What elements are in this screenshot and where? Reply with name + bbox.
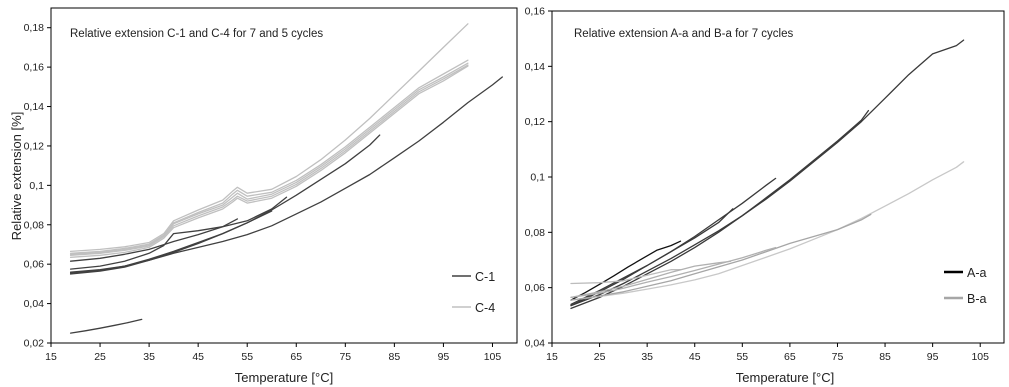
left-y-tick-label: 0,18 <box>24 22 45 34</box>
series-line-a-a <box>570 240 682 301</box>
left-x-tick-label: 85 <box>389 351 401 363</box>
right-chart-panel: Relative extension A-a and B-a for 7 cyc… <box>525 6 1005 385</box>
right-y-tick-label: 0,12 <box>525 116 546 128</box>
right-y-tick-label: 0,08 <box>525 227 546 239</box>
right-x-tick-label: 95 <box>927 351 939 363</box>
left-x-tick-label: 25 <box>94 351 106 363</box>
right-axis-ticks: 15 25 35 45 55 65 75 85 95 105 0,04 0,06 0,08 0,1 0,12… <box>525 6 990 364</box>
right-y-tick-label: 0,14 <box>525 61 546 73</box>
left-chart-panel: Relative extension C-1 and C-4 for 7 and… <box>9 7 518 385</box>
right-x-tick-label: 35 <box>641 351 653 363</box>
series-line-b-a <box>570 260 732 299</box>
left-y-tick-label: 0,14 <box>24 101 45 113</box>
series-line-a-a <box>570 109 870 310</box>
left-legend: C-1 C-4 <box>452 270 495 315</box>
left-x-tick-label: 35 <box>143 351 155 363</box>
left-y-tick-label: 0,06 <box>24 259 45 271</box>
left-y-tick-label: 0,02 <box>24 338 45 350</box>
left-x-axis-label: Temperature [°C] <box>235 370 333 385</box>
series-line-b-a <box>570 213 872 301</box>
legend-label-aa: A-a <box>967 266 987 280</box>
right-x-tick-label: 85 <box>879 351 891 363</box>
left-y-tick-label: 0,1 <box>29 180 44 192</box>
legend-label-ba: B-a <box>967 292 987 306</box>
right-x-tick-label: 105 <box>971 351 989 363</box>
series-line-c-4 <box>69 64 469 256</box>
right-y-tick-label: 0,1 <box>530 172 545 184</box>
series-line-c-1 <box>69 210 273 275</box>
right-x-tick-label: 45 <box>689 351 701 363</box>
right-x-tick-label: 75 <box>832 351 844 363</box>
legend-label-c1: C-1 <box>475 270 495 284</box>
series-line-b-a <box>570 269 682 285</box>
right-x-tick-label: 55 <box>736 351 748 363</box>
series-line-b-a <box>570 161 965 301</box>
left-y-tick-label: 0,04 <box>24 298 45 310</box>
series-line-b-a <box>570 246 777 299</box>
series-line-a-a <box>570 39 965 307</box>
right-x-axis-label: Temperature [°C] <box>736 370 834 385</box>
right-legend: A-a B-a <box>944 266 987 306</box>
left-x-tick-label: 15 <box>45 351 57 363</box>
right-x-tick-label: 65 <box>784 351 796 363</box>
left-axis-ticks: 15 25 35 45 55 65 75 85 95 105 0,02 0,04 0,06 0,08 0,1… <box>24 22 502 363</box>
right-y-tick-label: 0,16 <box>525 6 546 18</box>
left-x-tick-label: 105 <box>484 351 502 363</box>
left-y-axis-label: Relative extension [%] <box>9 112 24 241</box>
legend-label-c4: C-4 <box>475 301 495 315</box>
right-series-lines <box>570 39 965 310</box>
series-line-c-1 <box>69 196 288 270</box>
left-y-tick-label: 0,08 <box>24 219 45 231</box>
series-line-c-4 <box>69 59 469 255</box>
left-x-tick-label: 45 <box>192 351 204 363</box>
left-x-tick-label: 65 <box>290 351 302 363</box>
left-series-lines <box>69 23 503 334</box>
right-y-tick-label: 0,06 <box>525 282 546 294</box>
left-plot-area <box>50 7 518 344</box>
series-line-a-a <box>570 208 734 305</box>
left-y-tick-label: 0,16 <box>24 62 45 74</box>
left-x-tick-label: 55 <box>241 351 253 363</box>
left-chart-title: Relative extension C-1 and C-4 for 7 and… <box>70 28 323 40</box>
series-line-c-1 <box>69 218 239 262</box>
left-x-tick-label: 95 <box>438 351 450 363</box>
right-x-tick-label: 25 <box>594 351 606 363</box>
left-x-tick-label: 75 <box>339 351 351 363</box>
right-y-tick-label: 0,04 <box>525 338 546 350</box>
series-line-c-4 <box>69 23 469 253</box>
left-y-tick-label: 0,12 <box>24 140 45 152</box>
right-x-tick-label: 15 <box>546 351 558 363</box>
series-line-c-4 <box>69 62 469 254</box>
series-line-c-1 <box>69 318 143 334</box>
right-chart-title: Relative extension A-a and B-a for 7 cyc… <box>574 28 794 40</box>
series-line-c-4 <box>69 65 469 258</box>
